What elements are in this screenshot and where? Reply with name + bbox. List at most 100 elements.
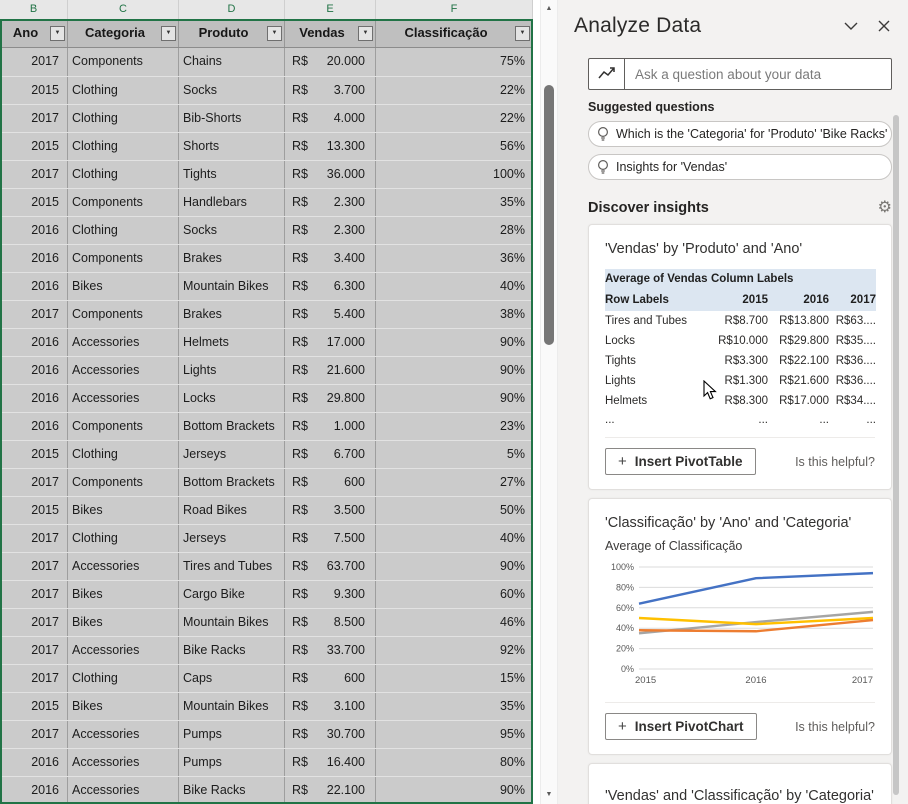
cell-categoria[interactable]: Clothing <box>68 105 179 132</box>
gear-icon[interactable]: ⚙ <box>878 200 892 216</box>
cell-classificacao[interactable]: 22% <box>376 77 533 104</box>
cell-classificacao[interactable]: 36% <box>376 245 533 272</box>
cell-produto[interactable]: Mountain Bikes <box>179 273 285 300</box>
cell-ano[interactable]: 2017 <box>0 553 68 580</box>
cell-classificacao[interactable]: 38% <box>376 301 533 328</box>
cell-categoria[interactable]: Bikes <box>68 581 179 608</box>
cell-produto[interactable]: Bottom Brackets <box>179 413 285 440</box>
cell-categoria[interactable]: Bikes <box>68 273 179 300</box>
cell-vendas[interactable]: R$9.300 <box>285 581 376 608</box>
cell-vendas[interactable]: R$3.500 <box>285 497 376 524</box>
cell-vendas[interactable]: R$3.400 <box>285 245 376 272</box>
cell-vendas[interactable]: R$30.700 <box>285 721 376 748</box>
cell-vendas[interactable]: R$2.300 <box>285 217 376 244</box>
cell-ano[interactable]: 2015 <box>0 133 68 160</box>
cell-classificacao[interactable]: 80% <box>376 749 533 776</box>
cell-vendas[interactable]: R$600 <box>285 665 376 692</box>
cell-categoria[interactable]: Clothing <box>68 161 179 188</box>
cell-ano[interactable]: 2016 <box>0 329 68 356</box>
cell-categoria[interactable]: Clothing <box>68 525 179 552</box>
chart-line-icon[interactable] <box>589 59 625 89</box>
cell-ano[interactable]: 2015 <box>0 497 68 524</box>
cell-categoria[interactable]: Accessories <box>68 385 179 412</box>
is-this-helpful-link[interactable]: Is this helpful? <box>795 455 875 469</box>
cell-produto[interactable]: Bottom Brackets <box>179 469 285 496</box>
cell-vendas[interactable]: R$2.300 <box>285 189 376 216</box>
cell-categoria[interactable]: Components <box>68 469 179 496</box>
cell-ano[interactable]: 2016 <box>0 357 68 384</box>
header-cell-categoria[interactable]: Categoria▼ <box>68 19 179 47</box>
chevron-down-icon[interactable] <box>844 22 858 31</box>
cell-produto[interactable]: Chains <box>179 48 285 76</box>
cell-ano[interactable]: 2017 <box>0 301 68 328</box>
cell-produto[interactable]: Mountain Bikes <box>179 693 285 720</box>
header-cell-classificacao[interactable]: Classificação▼ <box>376 19 533 47</box>
cell-produto[interactable]: Jerseys <box>179 441 285 468</box>
cell-vendas[interactable]: R$22.100 <box>285 777 376 804</box>
cell-categoria[interactable]: Accessories <box>68 777 179 804</box>
ask-question-input[interactable] <box>625 59 891 89</box>
cell-produto[interactable]: Socks <box>179 77 285 104</box>
cell-produto[interactable]: Mountain Bikes <box>179 609 285 636</box>
cell-classificacao[interactable]: 50% <box>376 497 533 524</box>
filter-dropdown-icon[interactable]: ▼ <box>161 26 176 41</box>
cell-classificacao[interactable]: 90% <box>376 777 533 804</box>
cell-produto[interactable]: Lights <box>179 357 285 384</box>
cell-vendas[interactable]: R$4.000 <box>285 105 376 132</box>
cell-categoria[interactable]: Clothing <box>68 441 179 468</box>
cell-produto[interactable]: Pumps <box>179 721 285 748</box>
cell-categoria[interactable]: Bikes <box>68 497 179 524</box>
cell-ano[interactable]: 2017 <box>0 525 68 552</box>
header-cell-vendas[interactable]: Vendas▼ <box>285 19 376 47</box>
cell-categoria[interactable]: Components <box>68 245 179 272</box>
cell-ano[interactable]: 2016 <box>0 217 68 244</box>
cell-ano[interactable]: 2017 <box>0 469 68 496</box>
cell-vendas[interactable]: R$17.000 <box>285 329 376 356</box>
cell-ano[interactable]: 2017 <box>0 581 68 608</box>
filter-dropdown-icon[interactable]: ▼ <box>50 26 65 41</box>
scroll-up-icon[interactable]: ▲ <box>541 1 557 17</box>
cell-categoria[interactable]: Clothing <box>68 77 179 104</box>
cell-ano[interactable]: 2017 <box>0 721 68 748</box>
header-cell-produto[interactable]: Produto▼ <box>179 19 285 47</box>
column-letter-e[interactable]: E <box>285 0 376 19</box>
cell-produto[interactable]: Shorts <box>179 133 285 160</box>
cell-produto[interactable]: Bike Racks <box>179 777 285 804</box>
cell-vendas[interactable]: R$3.100 <box>285 693 376 720</box>
column-letter-f[interactable]: F <box>376 0 533 19</box>
cell-categoria[interactable]: Accessories <box>68 637 179 664</box>
cell-classificacao[interactable]: 5% <box>376 441 533 468</box>
cell-vendas[interactable]: R$6.300 <box>285 273 376 300</box>
cell-vendas[interactable]: R$3.700 <box>285 77 376 104</box>
is-this-helpful-link[interactable]: Is this helpful? <box>795 720 875 734</box>
cell-vendas[interactable]: R$1.000 <box>285 413 376 440</box>
filter-dropdown-icon[interactable]: ▼ <box>358 26 373 41</box>
insert-pivottable-button[interactable]: + Insert PivotTable <box>605 448 756 475</box>
cell-ano[interactable]: 2016 <box>0 413 68 440</box>
cell-vendas[interactable]: R$33.700 <box>285 637 376 664</box>
cell-produto[interactable]: Tights <box>179 161 285 188</box>
cell-vendas[interactable]: R$21.600 <box>285 357 376 384</box>
cell-categoria[interactable]: Components <box>68 413 179 440</box>
cell-categoria[interactable]: Bikes <box>68 693 179 720</box>
cell-ano[interactable]: 2015 <box>0 77 68 104</box>
cell-classificacao[interactable]: 27% <box>376 469 533 496</box>
cell-produto[interactable]: Helmets <box>179 329 285 356</box>
cell-ano[interactable]: 2015 <box>0 189 68 216</box>
cell-classificacao[interactable]: 22% <box>376 105 533 132</box>
scrollbar-thumb[interactable] <box>544 85 554 345</box>
cell-ano[interactable]: 2016 <box>0 777 68 804</box>
cell-categoria[interactable]: Accessories <box>68 357 179 384</box>
cell-ano[interactable]: 2016 <box>0 749 68 776</box>
cell-categoria[interactable]: Components <box>68 301 179 328</box>
cell-produto[interactable]: Brakes <box>179 245 285 272</box>
sheet-vertical-scrollbar[interactable]: ▲ ▼ <box>540 0 558 804</box>
cell-categoria[interactable]: Clothing <box>68 665 179 692</box>
filter-dropdown-icon[interactable]: ▼ <box>267 26 282 41</box>
cell-ano[interactable]: 2017 <box>0 105 68 132</box>
cell-classificacao[interactable]: 95% <box>376 721 533 748</box>
cell-ano[interactable]: 2016 <box>0 273 68 300</box>
cell-vendas[interactable]: R$6.700 <box>285 441 376 468</box>
cell-classificacao[interactable]: 28% <box>376 217 533 244</box>
cell-ano[interactable]: 2016 <box>0 245 68 272</box>
